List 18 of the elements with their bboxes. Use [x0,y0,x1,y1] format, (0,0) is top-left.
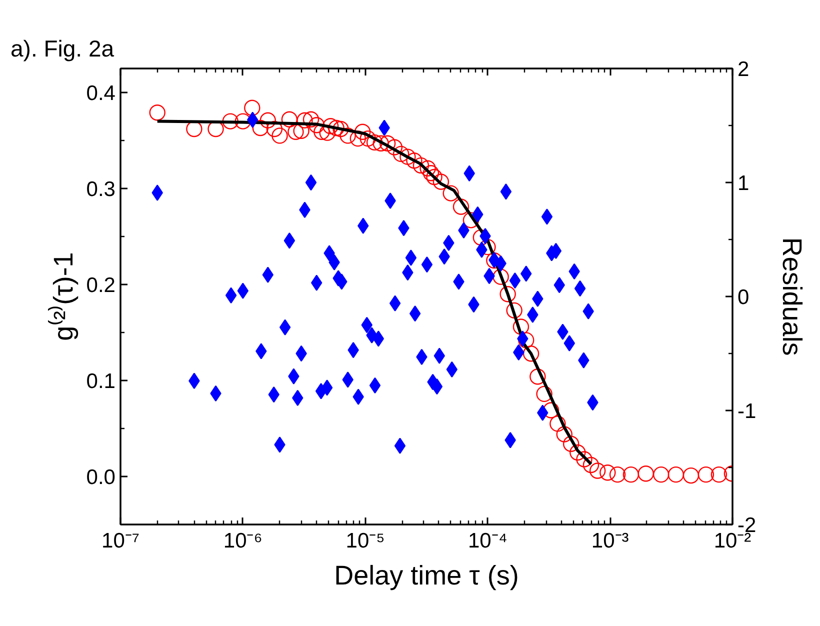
x-tick-label: 10⁻⁷ [102,530,140,552]
chart-title: a). Fig. 2a [10,36,114,62]
y-axis-title: g⁽²⁾(τ)-1 [47,252,78,341]
x-tick-label: 10⁻⁶ [223,530,262,552]
x-tick-label: 10⁻⁴ [468,530,508,552]
y-tick-label: 0.0 [86,466,116,489]
x-tick-label: 10⁻⁵ [346,530,385,552]
y-tick-label: 0.1 [86,370,116,393]
x-axis-title: Delay time τ (s) [334,560,519,590]
y2-axis-title: Residuals [777,237,808,356]
y2-tick-label: 1 [738,172,750,195]
y-tick-label: 0.2 [86,274,116,297]
y-tick-label: 0.3 [86,178,116,201]
y2-tick-label: 0 [738,286,750,309]
y-tick-label: 0.4 [86,82,116,105]
y2-tick-label: -1 [738,400,756,423]
x-tick-label: 10⁻³ [591,530,629,552]
y2-tick-label: 2 [738,58,750,81]
